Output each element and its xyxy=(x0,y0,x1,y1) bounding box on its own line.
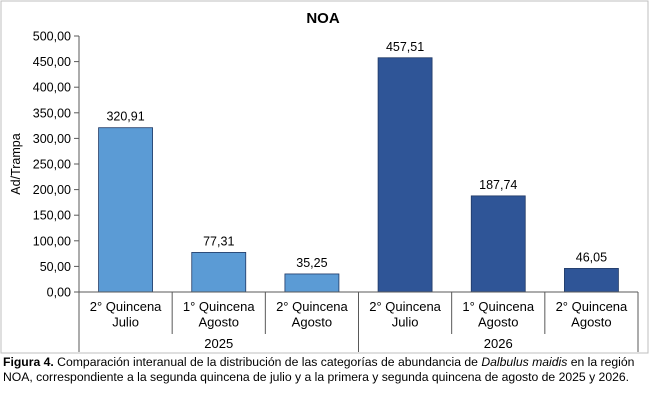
x-category-label: 2° Quincena Julio xyxy=(369,299,441,330)
x-axis-labels: 2° Quincena Julio 1° Quincena Agosto 2° Quin… xyxy=(90,299,628,330)
y-axis-ticks: 0,00 50,00 100,00 150,00 200,00 250,00 300,00 3… xyxy=(33,30,79,300)
bar-value-label: 46,05 xyxy=(576,250,607,264)
y-tick-label: 500,00 xyxy=(33,30,71,44)
y-axis-label: Ad/Trampa xyxy=(9,133,23,194)
chart-figure: NOA Ad/Trampa 0,00 50,00 100,00 150,00 200,0… xyxy=(0,0,649,354)
x-category-label: 1° Quincena Agosto xyxy=(462,299,534,330)
y-tick-label: 400,00 xyxy=(33,81,71,95)
group-labels: 2025 2026 xyxy=(204,336,512,351)
figure-caption: Figura 4. Comparación interanual de la d… xyxy=(3,355,647,385)
bar xyxy=(191,252,247,293)
caption-species: Dalbulus maidis xyxy=(481,355,568,369)
bar-value-label: 187,74 xyxy=(479,178,517,192)
bar-value-label: 35,25 xyxy=(296,256,327,270)
bar-value-label: 457,51 xyxy=(386,40,424,54)
caption-text-before: Comparación interanual de la distribució… xyxy=(53,355,482,369)
y-tick-label: 150,00 xyxy=(33,209,71,223)
y-tick-label: 300,00 xyxy=(33,132,71,146)
y-tick-label: 350,00 xyxy=(33,106,71,120)
y-tick-label: 250,00 xyxy=(33,158,71,172)
y-tick-label: 100,00 xyxy=(33,234,71,248)
value-labels: 320,91 77,31 35,25 457,51 187,74 46,05 xyxy=(106,40,607,270)
x-group-label: 2026 xyxy=(484,336,513,351)
y-tick-label: 50,00 xyxy=(40,260,71,274)
bars xyxy=(98,57,619,293)
bar xyxy=(564,268,619,293)
chart-title: NOA xyxy=(306,10,340,27)
bar xyxy=(377,57,433,293)
x-group-label: 2025 xyxy=(204,336,233,351)
bar-value-label: 77,31 xyxy=(203,234,234,248)
x-category-label: 2° Quincena Agosto xyxy=(556,299,628,330)
bar xyxy=(470,195,526,293)
caption-label: Figura 4. xyxy=(3,355,54,369)
y-tick-label: 200,00 xyxy=(33,183,71,197)
y-tick-label: 450,00 xyxy=(33,55,71,69)
bar-chart: NOA Ad/Trampa 0,00 50,00 100,00 150,00 200,0… xyxy=(0,0,649,354)
x-category-label: 2° Quincena Julio xyxy=(90,299,162,330)
caption-text-after: en la región NOA, correspondiente a la s… xyxy=(3,355,635,384)
axes xyxy=(78,36,639,352)
bar-value-label: 320,91 xyxy=(106,110,144,124)
y-tick-label: 0,00 xyxy=(47,286,71,300)
bar xyxy=(98,127,153,293)
x-category-label: 2° Quincena Agosto xyxy=(276,299,348,330)
x-category-label: 1° Quincena Agosto xyxy=(183,299,255,330)
bar xyxy=(284,273,340,293)
